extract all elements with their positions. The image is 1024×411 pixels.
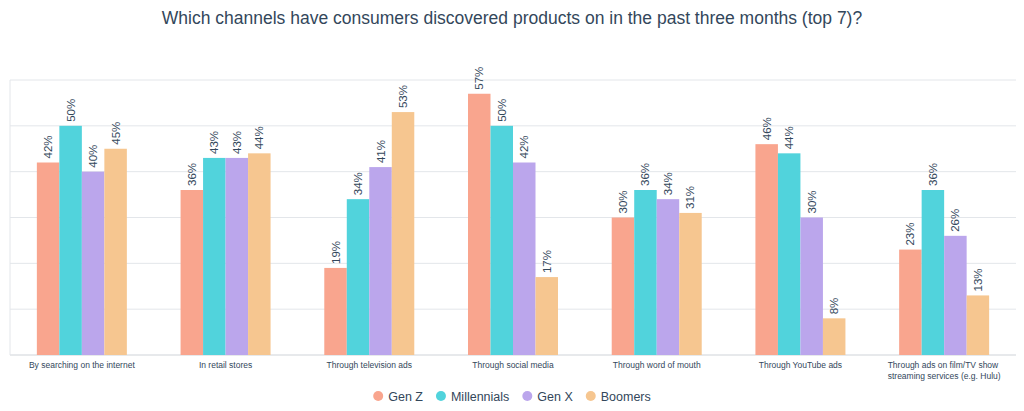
data-label: 42%	[518, 135, 530, 158]
legend-item: Gen Z	[373, 390, 423, 404]
bar	[657, 199, 680, 355]
data-label: 36%	[186, 163, 198, 186]
legend-item: Gen X	[522, 390, 573, 404]
data-label: 30%	[806, 190, 818, 213]
bar	[392, 112, 415, 355]
data-label: 42%	[42, 135, 54, 158]
category-label: By searching on the internet	[29, 360, 135, 370]
bar	[324, 268, 347, 355]
data-label: 8%	[828, 298, 840, 315]
data-label: 26%	[949, 209, 961, 232]
axis-line	[10, 80, 11, 355]
bar	[944, 236, 967, 355]
data-label: 46%	[761, 117, 773, 140]
data-label: 19%	[330, 241, 342, 264]
data-label: 43%	[231, 131, 243, 154]
legend-label: Boomers	[601, 390, 651, 404]
bar	[634, 190, 657, 355]
data-label: 50%	[496, 99, 508, 122]
data-label: 34%	[352, 172, 364, 195]
data-label: 36%	[927, 163, 939, 186]
data-label: 45%	[110, 122, 122, 145]
bar	[369, 167, 392, 355]
bar	[679, 213, 702, 355]
legend-item: Boomers	[586, 390, 651, 404]
bar	[755, 144, 778, 355]
legend-swatch	[522, 391, 532, 401]
chart-container: Which channels have consumers discovered…	[0, 0, 1024, 411]
bar	[823, 318, 846, 355]
bar	[899, 250, 922, 355]
bar	[104, 149, 127, 355]
data-label: 13%	[972, 268, 984, 291]
category-label: Through social media	[472, 360, 554, 370]
data-label: 40%	[87, 145, 99, 168]
bar	[59, 126, 82, 355]
category-label: Through YouTube ads	[759, 360, 842, 370]
legend-swatch	[436, 391, 446, 401]
legend-label: Millennials	[451, 390, 509, 404]
data-label: 30%	[617, 190, 629, 213]
chart-svg: Which channels have consumers discovered…	[0, 0, 1024, 411]
bar	[778, 153, 801, 355]
bar	[37, 163, 60, 356]
bar	[226, 158, 249, 355]
bar	[612, 218, 635, 356]
legend: Gen Z Millennials Gen X Boomers	[373, 390, 651, 404]
category-label: Through ads on film/TV show streaming se…	[888, 360, 1001, 381]
bar	[347, 199, 370, 355]
legend-label: Gen X	[537, 390, 573, 404]
data-label: 57%	[473, 67, 485, 90]
bar	[922, 190, 945, 355]
data-label: 41%	[375, 140, 387, 163]
data-label: 44%	[783, 126, 795, 149]
bar	[181, 190, 204, 355]
bar	[248, 153, 270, 355]
data-label: 36%	[639, 163, 651, 186]
bar	[491, 126, 514, 355]
data-label: 44%	[253, 126, 265, 149]
data-label: 53%	[397, 85, 409, 108]
data-labels: 42% 36% 19% 57% 30% 46% 23% 50% 43% 34% 50% 36% 44% 3…	[42, 67, 984, 315]
data-label: 17%	[541, 250, 553, 273]
bar	[967, 295, 990, 355]
bar	[468, 94, 491, 355]
legend-swatch	[586, 391, 596, 401]
data-label: 31%	[684, 186, 696, 209]
bar	[800, 218, 823, 356]
data-label: 50%	[65, 99, 77, 122]
category-label: In retail stores	[199, 360, 252, 370]
legend-swatch	[373, 391, 383, 401]
bar	[82, 172, 105, 355]
title: Which channels have consumers discovered…	[162, 8, 863, 28]
category-label: Through word of mouth	[613, 360, 701, 370]
grid-line	[10, 80, 1016, 81]
bars	[37, 94, 989, 355]
category-label: Through television ads	[327, 360, 413, 370]
bar	[203, 158, 226, 355]
legend-label: Gen Z	[388, 390, 423, 404]
legend-item: Millennials	[436, 390, 509, 404]
bar	[536, 277, 559, 355]
data-label: 23%	[904, 223, 916, 246]
bar	[513, 163, 536, 356]
data-label: 34%	[662, 172, 674, 195]
data-label: 43%	[208, 131, 220, 154]
